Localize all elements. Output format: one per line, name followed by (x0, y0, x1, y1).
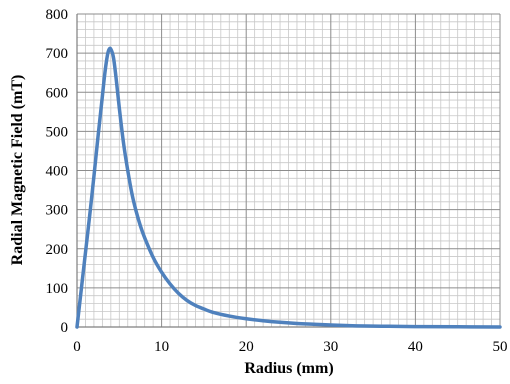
y-tick-labels: 0 100 200 300 400 500 600 700 800 (46, 7, 69, 336)
x-axis-label: Radius (mm) (244, 360, 333, 377)
series-line (75, 46, 502, 329)
y-axis-label: Radial Magnetic Field (mT) (9, 75, 26, 266)
series-layer (75, 46, 502, 329)
x-tick-labels: 0 10 20 30 40 50 (73, 339, 507, 355)
x-tick-label: 30 (323, 339, 338, 355)
x-tick-label: 40 (408, 339, 423, 355)
y-tick-label: 0 (61, 320, 69, 336)
x-tick-label: 50 (493, 339, 508, 355)
x-tick-label: 10 (154, 339, 169, 355)
y-tick-label: 100 (46, 281, 69, 297)
y-tick-label: 300 (46, 203, 69, 219)
y-tick-label: 500 (46, 124, 69, 140)
y-tick-label: 400 (46, 164, 69, 180)
y-tick-label: 200 (46, 242, 69, 258)
y-tick-label: 600 (46, 85, 69, 101)
y-tick-label: 800 (46, 7, 69, 23)
x-tick-label: 0 (73, 339, 81, 355)
x-tick-label: 20 (239, 339, 254, 355)
y-tick-label: 700 (46, 46, 69, 62)
